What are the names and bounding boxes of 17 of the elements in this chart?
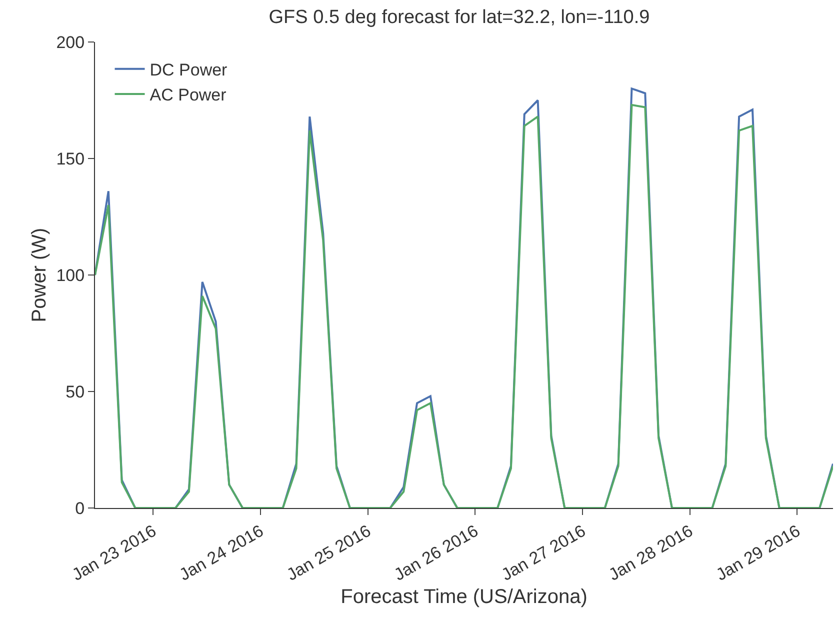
y-tick-label: 200 (56, 32, 85, 52)
legend-label: DC Power (150, 60, 228, 80)
y-tick-label: 100 (56, 266, 85, 285)
y-axis-title: Power (W) (28, 228, 51, 322)
legend-label: AC Power (150, 86, 227, 105)
x-tick-label: Jan 24 2016 (176, 521, 267, 585)
x-axis-title: Forecast Time (US/Arizona) (340, 586, 588, 608)
x-tick-label: Jan 26 2016 (390, 521, 482, 585)
x-tick-label: Jan 28 2016 (606, 521, 696, 585)
x-tick-label: Jan 27 2016 (498, 521, 589, 585)
x-tick-label: Jan 23 2016 (68, 521, 160, 585)
y-tick-label: 50 (66, 382, 85, 402)
chart-title: GFS 0.5 deg forecast for lat=32.2, lon=-110.9 (268, 6, 650, 28)
y-tick-label: 150 (56, 149, 85, 168)
y-tick-label: 0 (75, 498, 85, 518)
x-tick-label: Jan 29 2016 (712, 521, 804, 585)
x-tick-label: Jan 25 2016 (284, 521, 374, 585)
